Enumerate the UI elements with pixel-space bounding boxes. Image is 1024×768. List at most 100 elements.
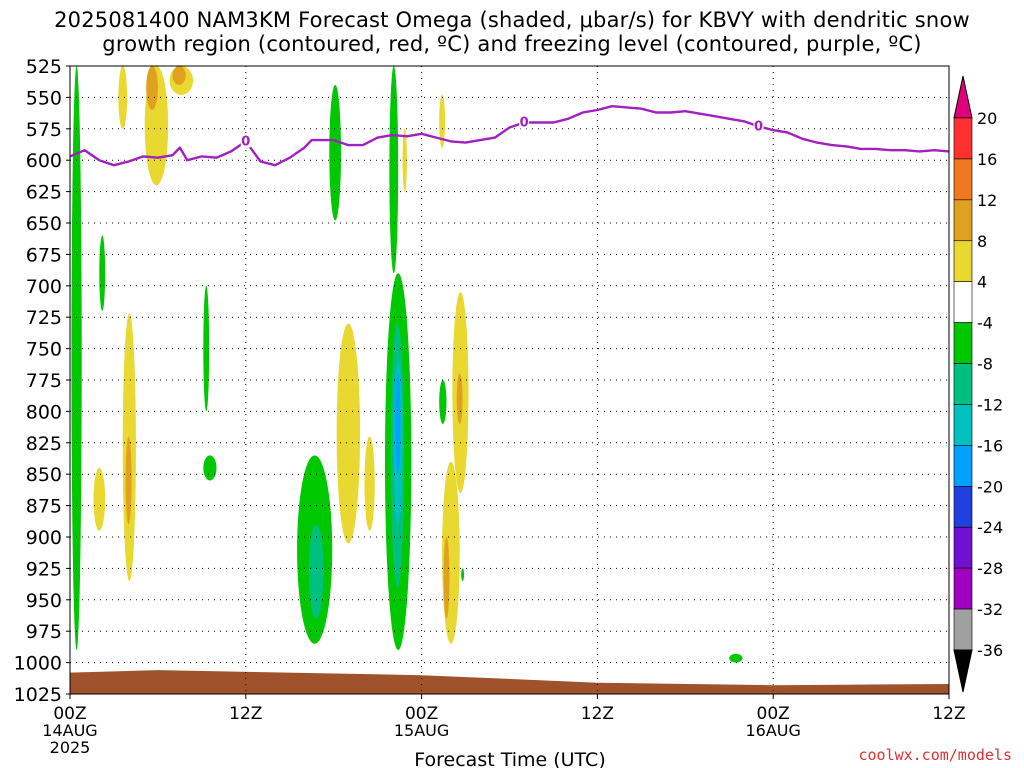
- colorbar-segment-4: [953, 281, 973, 323]
- omega-region-orange-4: [125, 436, 132, 525]
- colorbar-label-13: -36: [977, 641, 1003, 660]
- y-tick-label-825: 825: [26, 433, 62, 455]
- x-tick-label-0: 00Z: [53, 704, 86, 724]
- colorbar-segment-3: [953, 240, 973, 282]
- x-tick-label-12: 12Z: [229, 704, 262, 724]
- colorbar-label-1: 16: [977, 150, 997, 169]
- x-tick-label-36: 12Z: [581, 704, 614, 724]
- freezing-level-line: [70, 105, 949, 167]
- freezing-level-label-bg-1: [519, 114, 530, 129]
- y-tick-label-1000: 1000: [14, 653, 62, 675]
- x-tick-label-60: 12Z: [932, 704, 965, 724]
- colorbar-segment-9: [953, 486, 973, 528]
- omega-region-orange-25: [443, 537, 450, 619]
- freezing-level-label-2: 0: [754, 119, 763, 134]
- colorbar-label-5: -4: [977, 314, 993, 333]
- chart-title-line-2: growth region (contoured, red, ºC) and f…: [102, 32, 922, 56]
- x-tick-label-48: 00Z: [757, 704, 790, 724]
- colorbar-segment-12: [953, 608, 973, 651]
- y-tick-label-675: 675: [26, 244, 62, 266]
- freezing-level-label-0: 0: [241, 134, 250, 149]
- x-tick-date-0: 14AUG: [42, 721, 97, 740]
- colorbar-segment-0: [953, 117, 973, 160]
- omega-region-yellow-2: [93, 467, 106, 531]
- omega-shading: [71, 66, 743, 663]
- colorbar-top-arrow: [953, 75, 973, 119]
- omega-region-orange-top-2: [146, 66, 158, 110]
- omega-region-yellow-20: [364, 436, 375, 531]
- credit-text: coolwx.com/models: [858, 746, 1012, 764]
- omega-region-green-left-edge: [71, 66, 82, 651]
- y-tick-label-750: 750: [26, 339, 62, 361]
- omega-region-green-dot-46: [729, 653, 743, 663]
- omega-region-green-dot-27: [461, 568, 465, 581]
- colorbar-label-4: 4: [977, 273, 987, 292]
- x-tick-year-0: 2025: [50, 738, 91, 757]
- colorbar-label-11: -28: [977, 559, 1003, 578]
- colorbar-label-0: 20: [977, 109, 997, 128]
- omega-region-green-small-9: [203, 285, 210, 412]
- freezing-level-label-1: 0: [520, 116, 529, 131]
- colorbar-label-2: 12: [977, 191, 997, 210]
- colorbar-segment-6: [953, 363, 973, 405]
- colorbar-segment-10: [953, 526, 973, 569]
- colorbar-label-3: 8: [977, 232, 987, 251]
- y-tick-label-725: 725: [26, 307, 62, 329]
- y-tick-label-850: 850: [26, 464, 62, 486]
- y-tick-label-550: 550: [26, 87, 62, 109]
- colorbar-label-8: -16: [977, 436, 1003, 455]
- omega-region-green-vertical-24: [389, 66, 399, 274]
- colorbar-label-10: -24: [977, 518, 1003, 537]
- plot-area: [70, 66, 949, 694]
- grid-lines: [70, 66, 949, 694]
- freezing-level-label-bg-0: [240, 133, 251, 148]
- y-tick-label-600: 600: [26, 150, 62, 172]
- omega-region-teal-17: [308, 524, 324, 619]
- omega-region-green-top-mid: [329, 84, 342, 221]
- y-tick-label-900: 900: [26, 527, 62, 549]
- colorbar-segment-2: [953, 199, 973, 242]
- omega-region-yellow-19: [336, 323, 361, 544]
- freezing-level-contour: 0 0 0: [70, 105, 949, 167]
- y-tick-label-1025: 1025: [14, 684, 62, 706]
- omega-region-green-box-9: [203, 455, 217, 481]
- y-tick-label-775: 775: [26, 370, 62, 392]
- colorbar-segment-8: [953, 445, 973, 487]
- omega-region-blue-22: [395, 373, 401, 475]
- omega-region-orange-top-3: [172, 66, 186, 85]
- colorbar-label-7: -12: [977, 395, 1003, 414]
- y-tick-label-925: 925: [26, 558, 62, 580]
- y-tick-label-700: 700: [26, 276, 62, 298]
- colorbar-segment-1: [953, 158, 973, 201]
- colorbar-label-12: -32: [977, 600, 1003, 619]
- omega-region-yellow-thin-22: [402, 128, 407, 192]
- colorbar-label-9: -20: [977, 477, 1003, 496]
- colorbar-segment-11: [953, 567, 973, 610]
- ground-layer: [70, 670, 949, 694]
- x-axis-title: Forecast Time (UTC): [414, 749, 605, 768]
- y-tick-label-575: 575: [26, 119, 62, 141]
- colorbar-label-6: -8: [977, 355, 993, 374]
- y-tick-label-975: 975: [26, 621, 62, 643]
- x-tick-date-48: 16AUG: [745, 721, 800, 740]
- omega-region-orange-27: [456, 373, 463, 424]
- y-tick-label-950: 950: [26, 590, 62, 612]
- colorbar: 20 16 12 8 4 -4 -8 -12 -16 -20 -24 -28 -32 -36: [953, 75, 1003, 693]
- chart-title-line-1: 2025081400 NAM3KM Forecast Omega (shaded…: [54, 8, 970, 32]
- omega-region-green-25: [439, 380, 447, 424]
- y-axis: 525 550 575 600 625 650 675 700 725 750 775 800 825 8…: [14, 56, 70, 706]
- colorbar-segment-5: [953, 322, 973, 364]
- colorbar-bottom-arrow: [953, 649, 973, 693]
- x-tick-label-24: 00Z: [405, 704, 438, 724]
- y-tick-label-625: 625: [26, 182, 62, 204]
- y-tick-label-800: 800: [26, 401, 62, 423]
- omega-region-yellow-thin-26: [439, 94, 446, 148]
- omega-region-yellow-top-1: [118, 66, 128, 129]
- y-tick-label-650: 650: [26, 213, 62, 235]
- freezing-level-label-bg-2: [753, 118, 764, 133]
- y-tick-label-875: 875: [26, 496, 62, 518]
- x-tick-date-24: 15AUG: [394, 721, 449, 740]
- omega-region-green-small-2: [99, 235, 106, 311]
